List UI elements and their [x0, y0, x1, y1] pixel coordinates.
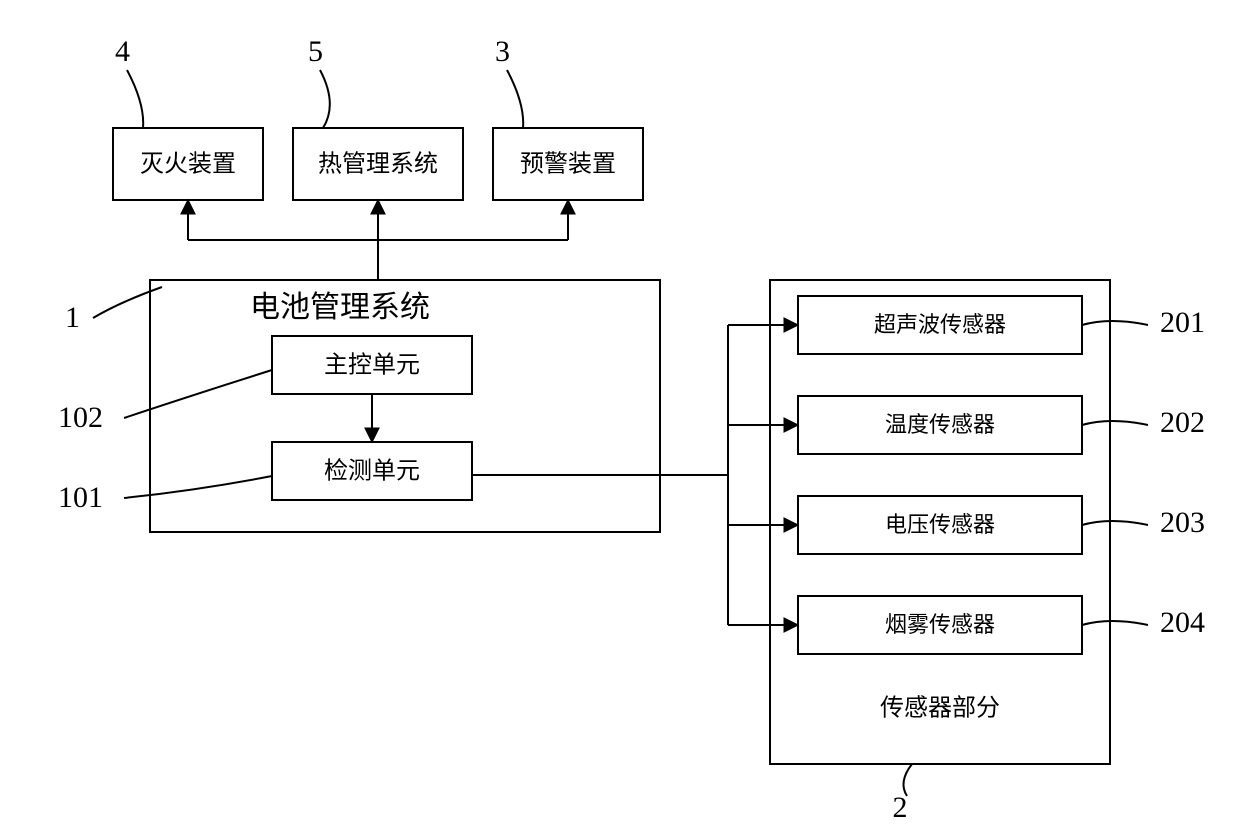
lead-5 — [320, 70, 330, 128]
lead-3 — [507, 70, 523, 128]
callout-5: 5 — [308, 35, 323, 68]
lead-101 — [124, 476, 272, 498]
lead-2 — [903, 764, 912, 796]
bms-box-detection-label: 检测单元 — [324, 458, 420, 485]
sensor-box-ultrasonic-label: 超声波传感器 — [874, 312, 1006, 337]
lead-202 — [1082, 421, 1148, 425]
sensor-box-smoke-label: 烟雾传感器 — [885, 612, 995, 637]
callout-101: 101 — [58, 481, 103, 514]
callout-2: 2 — [893, 791, 908, 824]
sensor-box-voltage-label: 电压传感器 — [885, 512, 995, 537]
lead-4 — [127, 70, 143, 128]
lead-1 — [93, 287, 162, 318]
callout-102: 102 — [58, 401, 103, 434]
bms-title: 电池管理系统 — [250, 291, 430, 324]
callout-201: 201 — [1160, 306, 1205, 339]
sensors-title: 传感器部分 — [880, 695, 1000, 722]
top-box-thermal-mgmt-label: 热管理系统 — [318, 151, 438, 178]
top-box-early-warning-label: 预警装置 — [520, 151, 616, 178]
callout-1: 1 — [65, 301, 80, 334]
top-box-fire-suppression-label: 灭火装置 — [140, 151, 236, 178]
callout-4: 4 — [115, 35, 130, 68]
lead-204 — [1082, 621, 1148, 625]
callout-204: 204 — [1160, 606, 1205, 639]
lead-201 — [1082, 321, 1148, 325]
callout-202: 202 — [1160, 406, 1205, 439]
bms-box-main-control-label: 主控单元 — [324, 352, 420, 379]
lead-102 — [124, 370, 272, 418]
callout-3: 3 — [495, 35, 510, 68]
lead-203 — [1082, 521, 1148, 525]
callout-203: 203 — [1160, 506, 1205, 539]
sensor-box-temperature-label: 温度传感器 — [885, 412, 995, 437]
